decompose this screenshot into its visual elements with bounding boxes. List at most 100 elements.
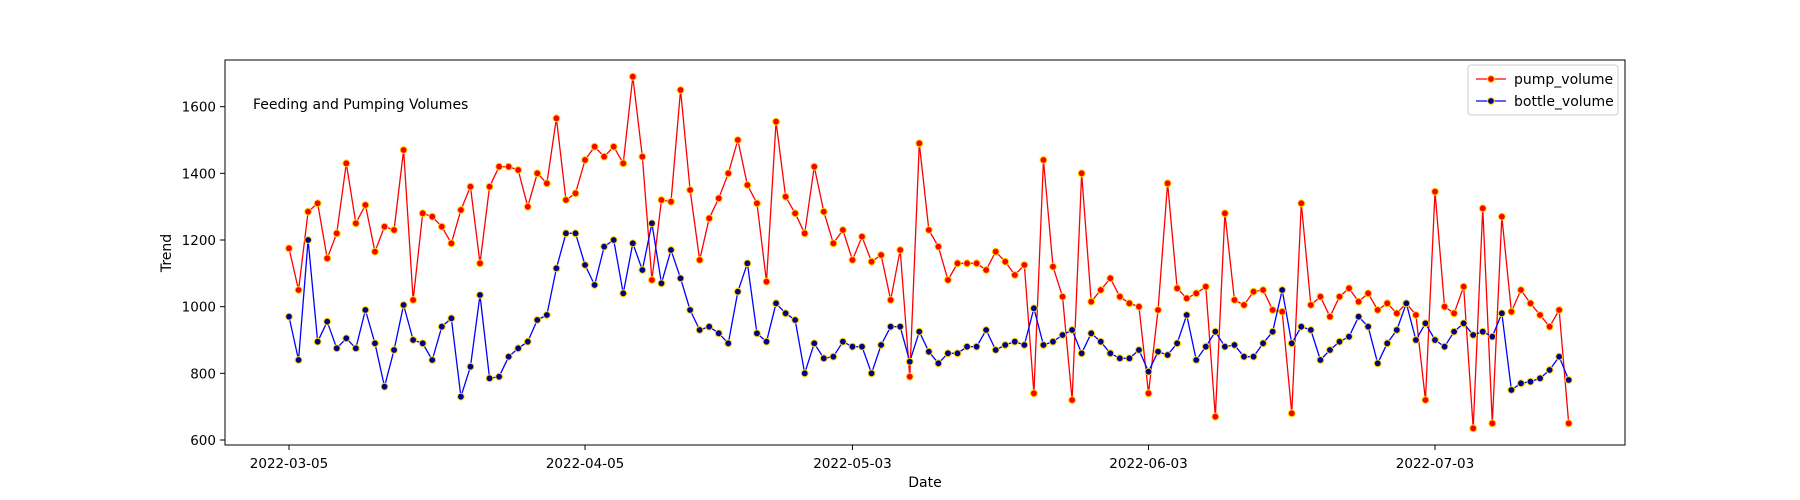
data-point-bottle_volume (886, 322, 895, 331)
data-point-pump_volume (1421, 396, 1430, 404)
data-point-pump_volume (361, 201, 370, 209)
data-point-pump_volume (1211, 412, 1220, 421)
data-point-pump_volume (390, 226, 398, 234)
data-point-bottle_volume (1497, 309, 1506, 318)
data-point-bottle_volume (867, 369, 876, 378)
data-point-bottle_volume (1536, 374, 1544, 383)
data-point-bottle_volume (963, 342, 971, 351)
data-point-pump_volume (476, 259, 484, 268)
data-point-pump_volume (1373, 306, 1382, 314)
data-point-pump_volume (638, 152, 647, 161)
data-point-pump_volume (819, 207, 828, 216)
data-point-pump_volume (800, 229, 809, 238)
data-point-pump_volume (1555, 306, 1564, 314)
data-point-pump_volume (1173, 284, 1182, 293)
data-point-bottle_volume (1326, 346, 1334, 354)
data-point-bottle_volume (619, 289, 628, 298)
y-tick-label: 1000 (182, 300, 216, 316)
data-point-bottle_volume (1335, 337, 1344, 346)
data-point-pump_volume (418, 209, 427, 218)
data-point-pump_volume (867, 257, 876, 266)
data-point-bottle_volume (466, 362, 475, 371)
data-point-pump_volume (1469, 424, 1478, 433)
data-point-bottle_volume (1106, 349, 1115, 358)
data-point-pump_volume (934, 242, 943, 251)
data-point-bottle_volume (304, 236, 313, 244)
data-point-pump_volume (571, 189, 580, 198)
data-point-bottle_volume (982, 326, 991, 334)
data-point-bottle_volume (1373, 359, 1382, 368)
data-point-bottle_volume (294, 356, 303, 364)
data-point-pump_volume (437, 222, 446, 231)
legend-label-bottle: bottle_volume (1514, 94, 1614, 110)
y-tick-label: 600 (190, 433, 216, 449)
data-point-pump_volume (924, 226, 933, 234)
data-point-pump_volume (944, 276, 952, 284)
data-point-pump_volume (1201, 282, 1210, 291)
x-axis: 2022-03-05 2022-04-05 2022-05-03 2022-06-03… (250, 445, 1474, 472)
data-point-pump_volume (1249, 287, 1258, 296)
data-point-bottle_volume (485, 374, 494, 383)
data-point-bottle_volume (991, 346, 1000, 354)
data-point-pump_volume (514, 166, 523, 174)
data-point-bottle_volume (1201, 342, 1210, 351)
data-point-pump_volume (1077, 169, 1086, 178)
data-point-pump_volume (342, 159, 351, 168)
data-point-pump_volume (457, 206, 465, 214)
data-point-pump_volume (762, 277, 771, 286)
data-point-bottle_volume (638, 266, 647, 274)
y-axis-label: Trend (159, 234, 175, 273)
data-point-pump_volume (1326, 312, 1334, 321)
data-point-pump_volume (1383, 299, 1392, 308)
x-tick-label: 2022-06-03 (1109, 456, 1187, 472)
data-point-pump_volume (581, 156, 589, 164)
data-point-pump_volume (1335, 292, 1344, 301)
data-point-bottle_volume (1230, 341, 1239, 349)
data-point-pump_volume (523, 202, 532, 211)
data-point-pump_volume (323, 254, 332, 263)
legend-marker-bottle (1487, 97, 1495, 105)
data-point-bottle_volume (1297, 322, 1306, 331)
data-point-bottle_volume (648, 219, 656, 228)
data-point-bottle_volume (743, 259, 752, 268)
data-point-pump_volume (1049, 262, 1057, 271)
data-point-bottle_volume (533, 316, 542, 324)
data-point-pump_volume (1068, 396, 1076, 404)
data-point-bottle_volume (924, 347, 933, 356)
data-point-pump_volume (542, 179, 551, 188)
data-point-bottle_volume (1564, 376, 1573, 384)
data-point-pump_volume (1144, 389, 1153, 398)
data-point-pump_volume (657, 196, 666, 204)
data-point-pump_volume (839, 226, 847, 234)
data-point-bottle_volume (1268, 327, 1277, 336)
plot-layer (285, 72, 1573, 433)
data-point-bottle_volume (552, 264, 561, 273)
data-point-pump_volume (351, 219, 360, 228)
data-point-bottle_volume (829, 352, 838, 361)
y-tick-label: 1600 (182, 100, 216, 116)
data-point-pump_volume (1364, 289, 1373, 298)
data-point-bottle_volume (695, 326, 704, 334)
data-point-pump_volume (1526, 299, 1535, 308)
data-point-bottle_volume (1001, 341, 1010, 349)
data-point-bottle_volume (351, 344, 360, 353)
y-tick-label: 800 (190, 366, 216, 382)
data-point-pump_volume (886, 296, 895, 304)
data-point-bottle_volume (390, 346, 398, 354)
data-point-bottle_volume (1058, 331, 1067, 339)
data-point-bottle_volume (1440, 342, 1449, 351)
data-point-pump_volume (1240, 301, 1248, 309)
data-point-bottle_volume (1354, 312, 1363, 321)
data-point-pump_volume (428, 212, 437, 221)
data-point-bottle_volume (562, 229, 570, 238)
data-point-bottle_volume (772, 299, 780, 308)
data-point-pump_volume (504, 162, 513, 171)
data-point-bottle_volume (428, 356, 437, 364)
y-tick-label: 1400 (182, 166, 216, 182)
y-tick-label: 1200 (182, 233, 216, 249)
data-point-bottle_volume (447, 314, 456, 323)
data-point-pump_volume (285, 244, 293, 253)
data-point-pump_volume (409, 296, 418, 304)
data-point-pump_volume (648, 276, 656, 284)
